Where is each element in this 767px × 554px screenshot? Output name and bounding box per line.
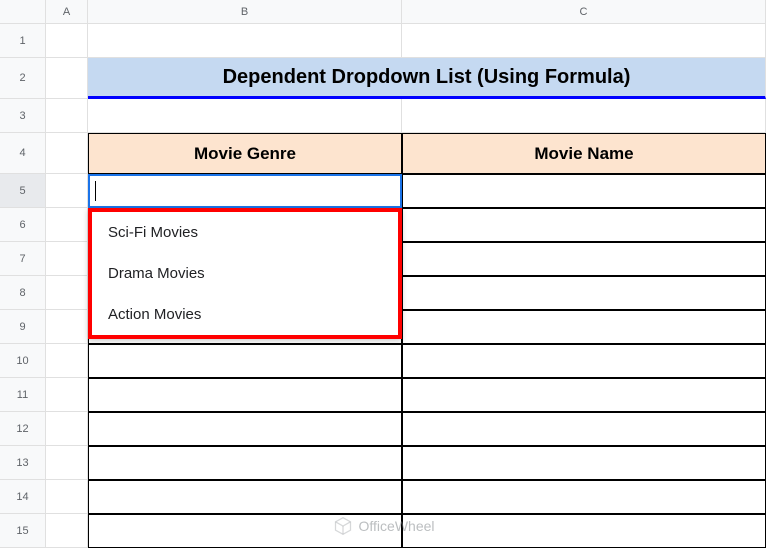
- cell-c9[interactable]: [402, 310, 766, 344]
- header-genre[interactable]: Movie Genre: [88, 133, 402, 174]
- cell-a1[interactable]: [46, 24, 88, 58]
- cell-c3[interactable]: [402, 99, 766, 133]
- cell-a9[interactable]: [46, 310, 88, 344]
- row-head-14[interactable]: 14: [0, 480, 46, 514]
- row-head-3[interactable]: 3: [0, 99, 46, 133]
- cell-c12[interactable]: [402, 412, 766, 446]
- cell-b12[interactable]: [88, 412, 402, 446]
- row-head-10[interactable]: 10: [0, 344, 46, 378]
- dropdown-item-0[interactable]: Sci-Fi Movies: [92, 212, 398, 253]
- cell-c1[interactable]: [402, 24, 766, 58]
- logo-icon: [333, 516, 353, 536]
- cell-b1[interactable]: [88, 24, 402, 58]
- title-cell[interactable]: Dependent Dropdown List (Using Formula): [88, 58, 766, 99]
- cell-a5[interactable]: [46, 174, 88, 208]
- row-head-2[interactable]: 2: [0, 58, 46, 99]
- cell-a12[interactable]: [46, 412, 88, 446]
- row-head-1[interactable]: 1: [0, 24, 46, 58]
- cell-c7[interactable]: [402, 242, 766, 276]
- row-head-12[interactable]: 12: [0, 412, 46, 446]
- col-head-b[interactable]: B: [88, 0, 402, 24]
- row-headers: 1 2 3 4 5 6 7 8 9 10 11 12 13 14 15: [0, 24, 46, 548]
- watermark: OfficeWheel: [333, 516, 435, 536]
- cell-a8[interactable]: [46, 276, 88, 310]
- cell-c14[interactable]: [402, 480, 766, 514]
- row-head-9[interactable]: 9: [0, 310, 46, 344]
- cell-a4[interactable]: [46, 133, 88, 174]
- column-headers: A B C: [0, 0, 767, 24]
- text-cursor: [95, 181, 96, 201]
- cell-c10[interactable]: [402, 344, 766, 378]
- watermark-text: OfficeWheel: [359, 518, 435, 534]
- cell-a11[interactable]: [46, 378, 88, 412]
- cell-a13[interactable]: [46, 446, 88, 480]
- cell-a10[interactable]: [46, 344, 88, 378]
- select-all-corner[interactable]: [0, 0, 46, 24]
- col-head-a[interactable]: A: [46, 0, 88, 24]
- row-head-5[interactable]: 5: [0, 174, 46, 208]
- cell-a3[interactable]: [46, 99, 88, 133]
- cell-c13[interactable]: [402, 446, 766, 480]
- cell-b3[interactable]: [88, 99, 402, 133]
- cell-b5-dropdown[interactable]: [88, 174, 402, 208]
- cell-b13[interactable]: [88, 446, 402, 480]
- dropdown-panel: Sci-Fi Movies Drama Movies Action Movies: [88, 208, 402, 339]
- dropdown-item-1[interactable]: Drama Movies: [92, 253, 398, 294]
- cell-a14[interactable]: [46, 480, 88, 514]
- cell-a6[interactable]: [46, 208, 88, 242]
- cell-c15[interactable]: [402, 514, 766, 548]
- header-name[interactable]: Movie Name: [402, 133, 766, 174]
- cell-a15[interactable]: [46, 514, 88, 548]
- cell-b14[interactable]: [88, 480, 402, 514]
- dropdown-item-2[interactable]: Action Movies: [92, 294, 398, 335]
- cell-a7[interactable]: [46, 242, 88, 276]
- row-head-15[interactable]: 15: [0, 514, 46, 548]
- cell-b11[interactable]: [88, 378, 402, 412]
- cell-c5[interactable]: [402, 174, 766, 208]
- cell-c6[interactable]: [402, 208, 766, 242]
- row-head-4[interactable]: 4: [0, 133, 46, 174]
- row-head-8[interactable]: 8: [0, 276, 46, 310]
- row-head-11[interactable]: 11: [0, 378, 46, 412]
- grid: Dependent Dropdown List (Using Formula) …: [46, 24, 767, 548]
- cell-c8[interactable]: [402, 276, 766, 310]
- cell-a2[interactable]: [46, 58, 88, 99]
- cell-b10[interactable]: [88, 344, 402, 378]
- row-head-7[interactable]: 7: [0, 242, 46, 276]
- col-head-c[interactable]: C: [402, 0, 766, 24]
- row-head-13[interactable]: 13: [0, 446, 46, 480]
- spreadsheet: A B C 1 2 3 4 5 6 7 8 9 10 11 12 13 14 1…: [0, 0, 767, 554]
- cell-c11[interactable]: [402, 378, 766, 412]
- row-head-6[interactable]: 6: [0, 208, 46, 242]
